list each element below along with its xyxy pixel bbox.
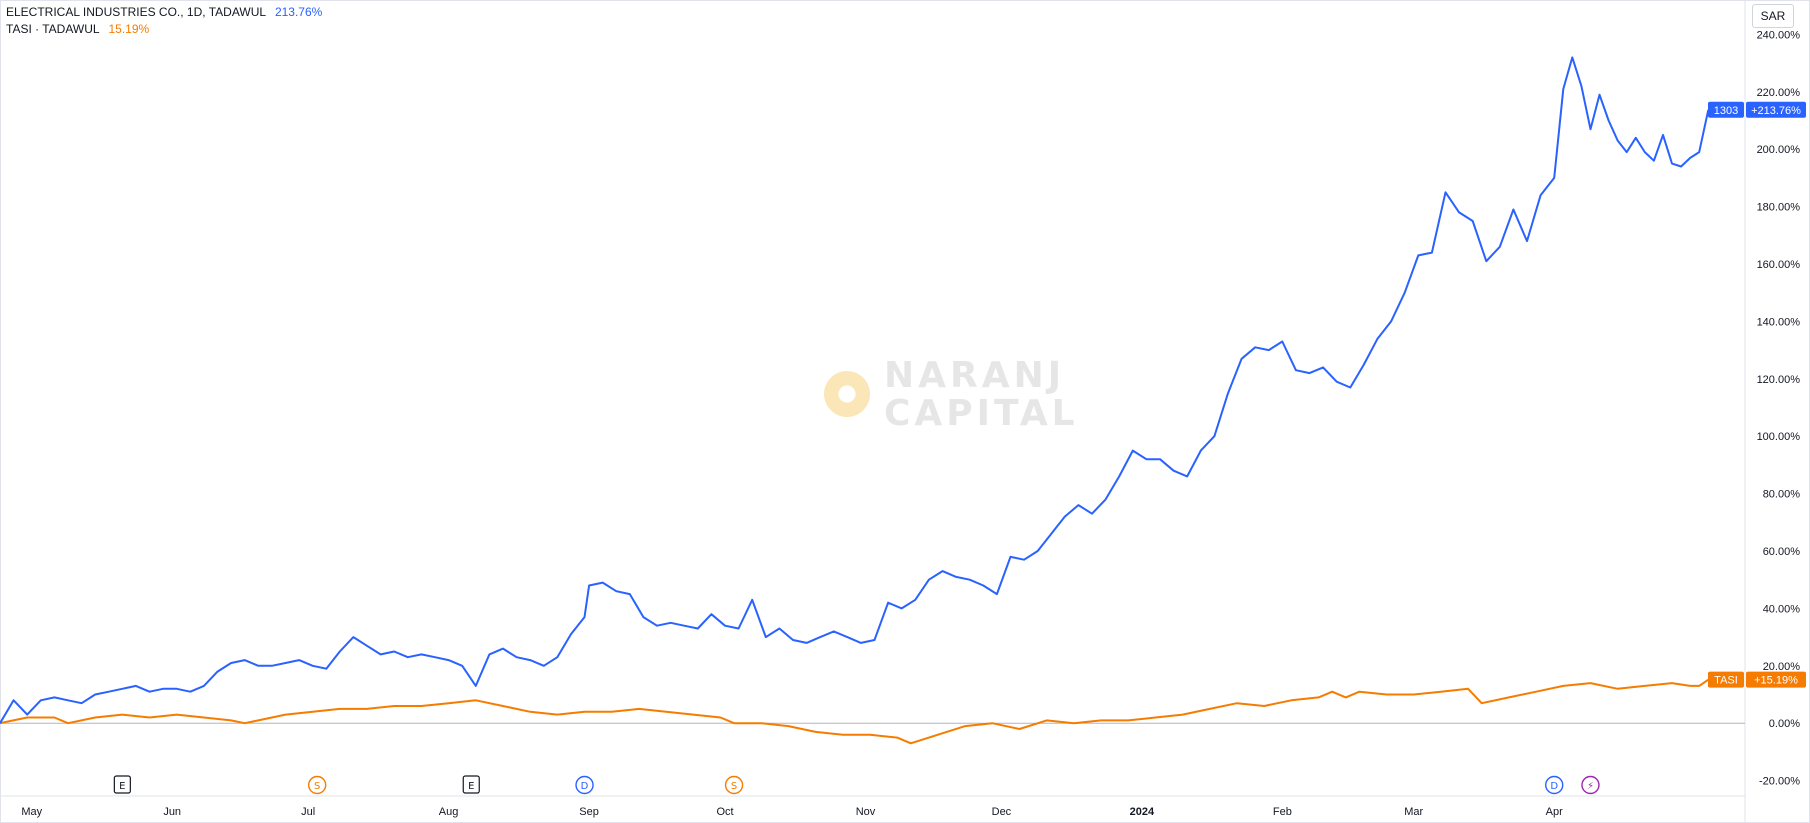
event-marker-letter: ⚡ (1587, 781, 1594, 792)
x-tick-label: 2024 (1130, 806, 1155, 818)
event-marker-earnings: E (462, 775, 480, 794)
event-marker-badge (307, 775, 327, 795)
event-marker-other: ⚡ (1581, 775, 1600, 795)
y-tick-label: 160.00% (1757, 259, 1801, 271)
watermark-line-1: NARANJ (884, 355, 1066, 396)
x-tick-label: Dec (992, 806, 1012, 818)
legend-series-2[interactable]: TASI · TADAWUL 15.19% (6, 22, 149, 36)
series-value-box (1746, 671, 1806, 688)
y-tick-label: 140.00% (1757, 316, 1801, 328)
x-tick-label: Aug (439, 806, 459, 818)
series-tag-label: TASI (1714, 675, 1738, 687)
price-axis: -20.00% 0.00% 20.00% 40.00% 60.00% 80.00% 100.… (1757, 29, 1801, 787)
y-tick-label: 0.00% (1769, 718, 1800, 730)
x-tick-label: Jul (301, 806, 315, 818)
x-tick-label: Feb (1273, 806, 1292, 818)
legend-series-1-value: 213.76% (274, 5, 323, 19)
y-tick-label: 100.00% (1757, 431, 1801, 443)
series-line-1303 (0, 56, 1710, 724)
event-marker-split: S (307, 775, 327, 795)
event-marker-letter: D (581, 781, 589, 792)
series-layer (0, 56, 1710, 745)
currency-selector[interactable]: SAR (1752, 4, 1794, 28)
legend-series-2-title: TASI · TADAWUL (6, 22, 100, 36)
event-marker-dividend: D (1545, 775, 1564, 795)
last-label-tasi: TASI +15.19% (1708, 671, 1806, 688)
x-tick-label: Sep (579, 806, 599, 818)
series-tag-box (1708, 671, 1744, 688)
y-tick-label: 240.00% (1757, 29, 1801, 41)
x-tick-label: May (21, 806, 42, 818)
time-axis: May Jun Jul Aug Sep Oct Nov Dec 2024 Feb Mar Apr (21, 806, 1563, 818)
x-tick-label: Mar (1404, 806, 1423, 818)
legend-series-1-title: ELECTRICAL INDUSTRIES CO., 1D, TADAWUL (6, 5, 266, 19)
watermark: NARANJ CAPITAL (820, 355, 1080, 435)
event-marker-split: S (724, 775, 744, 795)
y-tick-label: 180.00% (1757, 202, 1801, 214)
series-tag-box (1708, 101, 1744, 118)
event-marker-letter: E (468, 781, 474, 792)
series-line-tasi (0, 678, 1709, 745)
event-marker-badge (724, 775, 744, 795)
y-tick-label: 40.00% (1763, 603, 1801, 615)
x-tick-label: Apr (1546, 806, 1563, 818)
watermark-logo-icon (824, 371, 870, 417)
event-marker-letter: S (731, 781, 737, 792)
event-markers: E S E D S D ⚡ (113, 775, 1600, 795)
event-marker-earnings: E (113, 775, 131, 794)
last-label-1303: 1303 +213.76% (1708, 101, 1806, 118)
event-marker-badge (575, 775, 594, 795)
x-tick-label: Nov (856, 806, 876, 818)
event-marker-letter: D (1550, 781, 1558, 792)
y-tick-label: 120.00% (1757, 374, 1801, 386)
event-marker-dividend: D (575, 775, 594, 795)
event-marker-letter: E (119, 781, 125, 792)
x-tick-label: Jun (163, 806, 181, 818)
y-tick-label: 80.00% (1763, 489, 1801, 501)
event-marker-badge (113, 775, 131, 794)
x-tick-label: Oct (716, 806, 733, 818)
y-tick-label: 220.00% (1757, 87, 1801, 99)
legend-series-2-value: 15.19% (108, 22, 150, 36)
y-tick-label: 60.00% (1763, 546, 1801, 558)
legend-series-1[interactable]: ELECTRICAL INDUSTRIES CO., 1D, TADAWUL 2… (6, 5, 322, 19)
y-tick-label: 20.00% (1763, 661, 1801, 673)
series-value-label: +213.76% (1751, 105, 1801, 117)
y-tick-label: -20.00% (1759, 776, 1800, 788)
series-tag-label: 1303 (1714, 105, 1738, 117)
event-marker-badge (1581, 775, 1600, 795)
y-tick-label: 200.00% (1757, 144, 1801, 156)
event-marker-badge (462, 775, 480, 794)
series-value-label: +15.19% (1754, 675, 1798, 687)
series-value-box (1746, 101, 1806, 118)
event-marker-letter: S (314, 781, 320, 792)
watermark-line-2: CAPITAL (884, 393, 1079, 434)
last-value-labels: 1303 +213.76% TASI +15.19% (1708, 101, 1806, 688)
event-marker-badge (1545, 775, 1564, 795)
